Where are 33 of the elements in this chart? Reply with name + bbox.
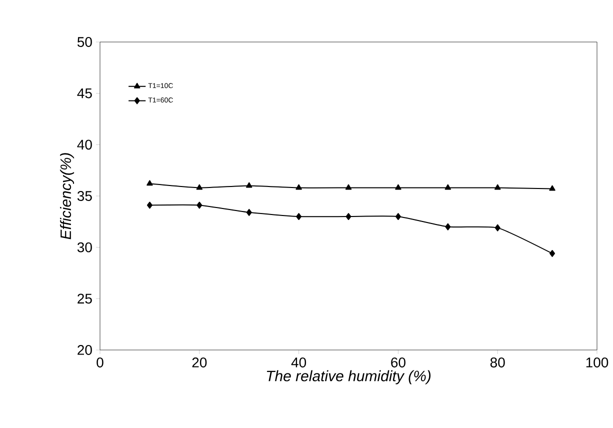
y-tick-label: 45 [77, 88, 92, 98]
point [494, 184, 501, 190]
point [146, 202, 152, 209]
x-tick-label: 40 [291, 358, 306, 368]
x-tick-label: 80 [490, 358, 505, 368]
point [196, 202, 202, 209]
point [445, 223, 451, 230]
point [395, 213, 401, 220]
x-tick-label: 20 [192, 358, 207, 368]
point [196, 184, 202, 190]
point [296, 184, 302, 190]
y-tick-label: 25 [78, 294, 92, 304]
point [444, 184, 451, 190]
point [549, 185, 556, 191]
point [395, 184, 402, 190]
y-tick-label: 20 [78, 345, 92, 355]
y-tick-label: 35 [77, 191, 92, 201]
point [346, 213, 352, 220]
x-tick-label: 100 [586, 358, 608, 368]
point [550, 250, 556, 257]
point [146, 180, 153, 186]
point [345, 184, 352, 190]
point [246, 182, 252, 188]
y-tick-label: 30 [77, 242, 92, 252]
y-tick-label: 40 [77, 140, 92, 150]
point [246, 208, 252, 216]
y-tick-label: 50 [77, 37, 92, 47]
point [494, 224, 500, 232]
x-tick-label: 0 [96, 358, 104, 368]
x-tick-label: 60 [391, 358, 406, 368]
x-axis-title: The relative humidity (%) [266, 370, 431, 384]
point [296, 213, 302, 220]
y-axis-title: Efficiency(%) [60, 153, 74, 240]
